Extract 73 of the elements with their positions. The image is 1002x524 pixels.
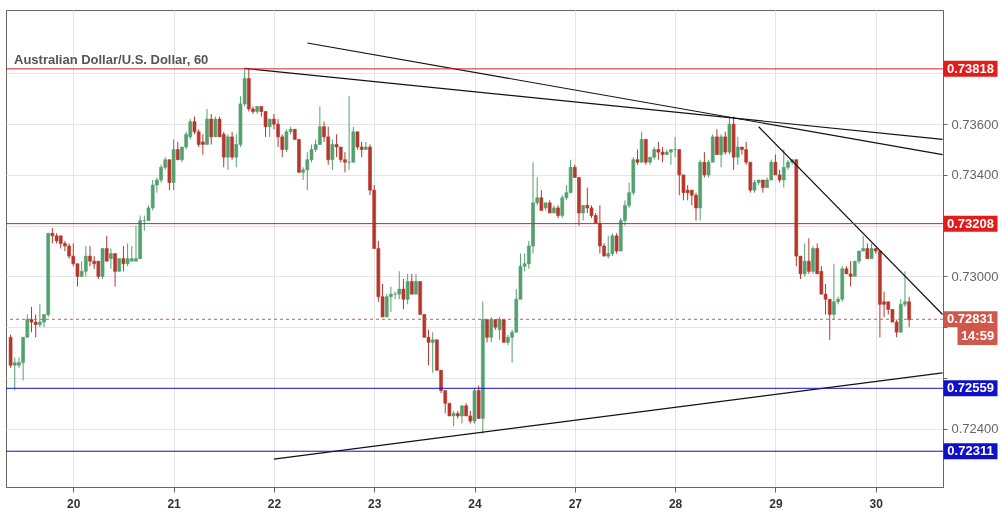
- candlestick: [832, 263, 836, 321]
- candlestick: [326, 126, 331, 166]
- candlestick: [723, 131, 728, 156]
- candlestick: [414, 273, 418, 295]
- candlestick: [410, 273, 414, 295]
- candlestick: [639, 131, 644, 163]
- x-tick-label: 28: [668, 496, 683, 511]
- x-tick-label: 29: [769, 496, 783, 511]
- candlestick: [598, 204, 602, 255]
- x-tick-label: 23: [368, 496, 382, 511]
- candlestick: [694, 192, 698, 222]
- candlestick: [807, 237, 811, 275]
- text: Australian Dollar/U.S. Dollar, 60: [14, 52, 209, 67]
- candlestick: [827, 298, 832, 341]
- x-tick-label: 30: [869, 496, 884, 511]
- candlestick: [305, 151, 310, 191]
- candlestick: [485, 319, 489, 343]
- candlestick: [201, 133, 205, 156]
- x-tick-label: 27: [568, 496, 583, 511]
- candlestick: [334, 133, 339, 158]
- candlestick: [430, 331, 435, 374]
- candlestick: [539, 189, 544, 211]
- ref-line-label: 0.73818: [947, 60, 994, 76]
- x-tick-label: 21: [167, 496, 182, 511]
- candlestick: [585, 187, 590, 214]
- candlestick: [121, 245, 126, 272]
- y-tick-label: 0.72400: [951, 421, 999, 437]
- ref-line-label: 0.72311: [947, 443, 994, 459]
- y-tick-label: 0.73400: [951, 167, 999, 183]
- ref-line-label: 0.73208: [947, 215, 994, 231]
- x-tick-label: 22: [267, 496, 282, 511]
- candlestick: [811, 245, 815, 275]
- candlestick: [401, 278, 406, 310]
- candlestick: [167, 159, 172, 191]
- x-tick-label: 24: [468, 496, 482, 511]
- candlestick: [263, 110, 268, 138]
- candlestick: [736, 136, 740, 166]
- candlestick: [104, 235, 109, 262]
- candlestick: [209, 113, 213, 145]
- candlestick: [606, 235, 611, 260]
- candlestick: [113, 253, 117, 288]
- candlestick: [610, 232, 615, 257]
- candlestick: [284, 128, 289, 153]
- candlestick: [226, 133, 230, 171]
- candlestick: [109, 248, 113, 270]
- candlestick: [88, 245, 92, 267]
- ref-line-label: 0.72559: [947, 380, 994, 396]
- candlestick: [497, 316, 502, 341]
- candlestick: [560, 194, 565, 219]
- candlestick: [702, 151, 707, 178]
- candlestick: [29, 306, 34, 333]
- ref-line-label: 0.72831: [947, 311, 994, 327]
- y-tick-label: 0.73000: [951, 268, 999, 284]
- candlestick: [230, 131, 234, 161]
- x-tick-label: 20: [67, 496, 81, 511]
- candlestick: [848, 260, 853, 288]
- candlestick: [330, 138, 335, 171]
- candlestick: [907, 296, 911, 328]
- candlestick: [38, 303, 42, 328]
- y-tick-label: 0.73600: [951, 116, 999, 132]
- candlestick: [614, 232, 619, 255]
- text: 14:59: [960, 328, 995, 343]
- candlestick: [12, 357, 17, 392]
- candlestick: [715, 128, 719, 156]
- candlestick: [719, 133, 723, 168]
- candlestick: [213, 116, 218, 138]
- candlestick: [644, 138, 648, 166]
- candlestick: [276, 118, 280, 148]
- candlestick: [405, 273, 410, 305]
- candlestick: [125, 242, 130, 267]
- candlestick: [802, 242, 807, 277]
- candlestick: [397, 270, 402, 300]
- candlestick: [33, 313, 38, 338]
